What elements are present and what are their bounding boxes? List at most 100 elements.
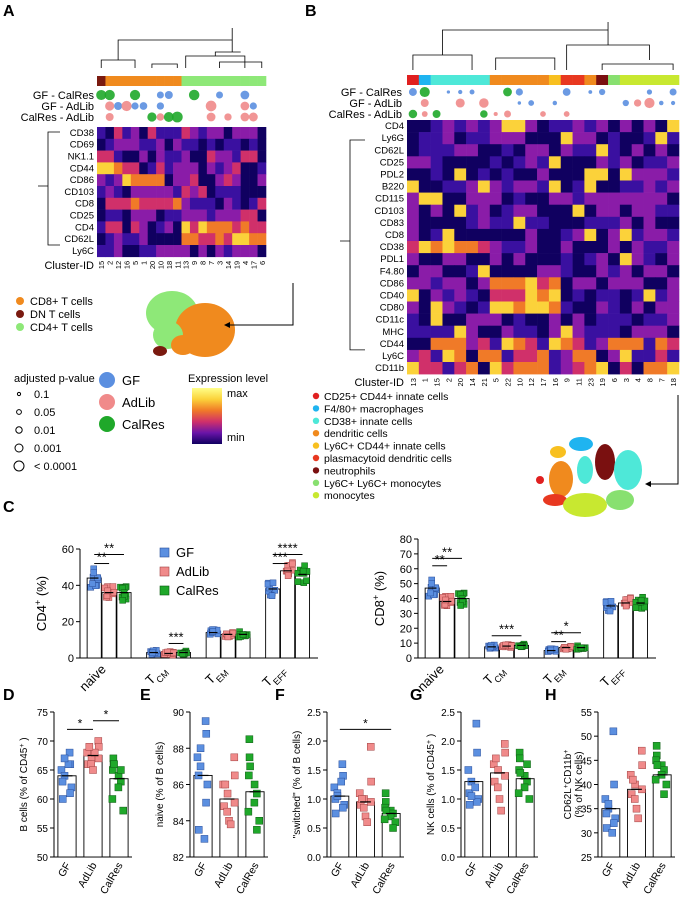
b-heatmap-cell (501, 301, 514, 314)
a-heatmap-cell (139, 245, 148, 258)
b-heatmap-cell (643, 362, 656, 375)
c-right-sig-label-0: ** (442, 544, 452, 559)
a-heatmap-cell (215, 245, 225, 258)
a-annotation-cell (198, 76, 208, 86)
a-heatmap-cell (156, 233, 165, 246)
b-significance-dot (658, 100, 664, 106)
a-cluster-label: Cluster-ID (44, 260, 94, 272)
b-heatmap-cell (619, 241, 632, 254)
b-annotation-cell (548, 75, 562, 85)
a-significance-dot (96, 89, 107, 101)
a-heatmap-cell (189, 127, 199, 140)
h-y-tick-label: 40 (581, 781, 593, 792)
a-heatmap-cell (147, 233, 157, 246)
b-heatmap-cell (643, 325, 656, 339)
b-heatmap-cell (466, 325, 479, 339)
b-annotation-cell (501, 75, 514, 85)
b-heatmap-cell (407, 277, 420, 290)
a-heatmap-cell (105, 138, 115, 151)
a-heatmap-cell (147, 209, 157, 222)
b-heatmap-cell (489, 337, 502, 351)
b-significance-dot (517, 101, 522, 105)
b-heatmap-cell (430, 277, 443, 290)
b-cluster-id: 14 (468, 378, 477, 386)
b-heatmap-cell (655, 253, 668, 266)
b-heatmap-cell (572, 180, 585, 193)
b-marker-label: PDL1 (380, 254, 404, 265)
a-significance-dot (139, 102, 148, 110)
b-heatmap-cell (619, 156, 632, 169)
a-heatmap-cell (113, 162, 123, 175)
b-annotation-cell (430, 75, 443, 85)
b-heatmap-cell (430, 265, 443, 278)
b-heatmap-cell (631, 228, 644, 242)
a-heatmap-cell (240, 221, 250, 234)
b-heatmap-cell (537, 253, 550, 266)
b-heatmap-cell (667, 144, 680, 157)
tsne-a-cd8-cluster-2 (171, 335, 195, 355)
a-heatmap-cell (206, 138, 216, 151)
d-point-CalRes (110, 760, 118, 768)
b-heatmap-cell (631, 265, 644, 278)
e-point-GF (200, 835, 209, 843)
b-heatmap-cell (537, 337, 550, 351)
b-heatmap-cell (418, 253, 431, 266)
b-heatmap-cell (430, 241, 443, 254)
panel-letter-b: B (305, 3, 317, 20)
c-right-point-AdLib (627, 595, 634, 602)
f-point-GF (339, 803, 347, 812)
b-heatmap-cell (619, 228, 632, 242)
g-y-label-unit: ) (426, 734, 437, 740)
d-point-CalRes (114, 783, 123, 792)
a-heatmap-cell (105, 233, 115, 246)
f-y-label: "switched" (% of B cells) (292, 731, 303, 839)
a-heatmap-cell (139, 233, 148, 246)
b-heatmap-cell (584, 132, 597, 145)
b-heatmap-cell (631, 313, 644, 326)
b-marker-label: CD62L (374, 145, 404, 156)
a-row-dendrogram (38, 131, 60, 246)
b-significance-dot (633, 99, 642, 107)
b-heatmap-cell (525, 277, 538, 290)
b-annotation-cell (466, 75, 479, 85)
e-y-label: naive (% of B cells) (155, 742, 166, 828)
a-heatmap-cell (156, 138, 165, 151)
a-annotation-cell (223, 76, 233, 86)
c-right-y-label-main: CD8 (372, 600, 387, 626)
a-heatmap-cell (122, 174, 132, 187)
a-heatmap-cell (173, 186, 182, 199)
b-heatmap-cell (501, 192, 514, 205)
b-heatmap-cell (643, 337, 656, 351)
d-point-GF (66, 789, 74, 797)
b-heatmap-cell (572, 289, 585, 302)
b-heatmap-cell (631, 337, 644, 351)
b-heatmap-cell (655, 156, 668, 169)
b-heatmap-cell (596, 228, 609, 242)
g-point-GF (467, 792, 476, 800)
a-heatmap-cell (164, 150, 174, 163)
e-point-CalRes (253, 789, 261, 798)
b-heatmap-cell (442, 204, 455, 218)
b-heatmap-cell (466, 349, 479, 363)
c-left-point-GF (268, 592, 276, 599)
a-heatmap-cell (240, 127, 250, 140)
h-y-tick-label: 30 (581, 829, 593, 840)
a-heatmap-cell (130, 221, 140, 234)
b-heatmap-cell (501, 313, 514, 326)
a-heatmap-cell (113, 245, 123, 258)
b-heatmap-cell (560, 204, 573, 218)
c-legend-adlib-square (159, 566, 170, 577)
b-column-dendrogram-path (412, 22, 674, 70)
c-right-y-tick-label: 50 (400, 579, 412, 591)
a-heatmap-cell (97, 150, 106, 163)
tsne-a-dn-cluster (153, 346, 167, 356)
b-heatmap-cell (489, 144, 502, 157)
c-right-point-CalRes (457, 602, 464, 609)
b-heatmap-cell (608, 289, 621, 302)
a-heatmap-cell (232, 162, 241, 175)
b-significance-dot (622, 99, 629, 107)
b-heatmap-cell (477, 132, 491, 145)
a-heatmap-cell (181, 174, 191, 187)
a-heatmap-cell (232, 209, 241, 222)
g-y-tick-label: 2.0 (441, 737, 455, 748)
